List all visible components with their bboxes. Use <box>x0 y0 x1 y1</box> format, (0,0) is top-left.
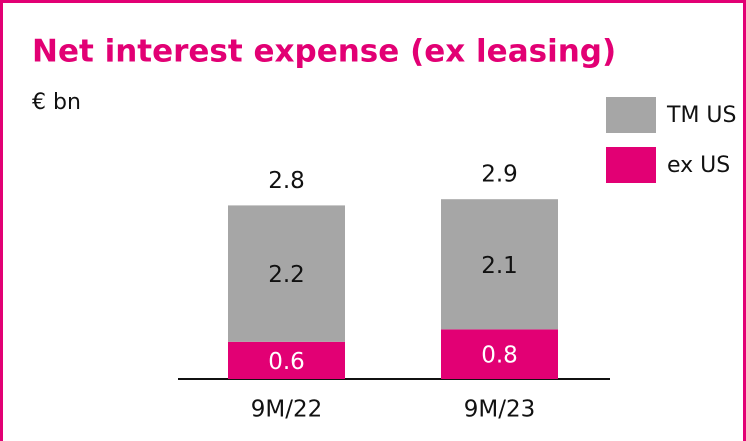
value-label: 0.6 <box>268 349 305 375</box>
legend-label: TM US <box>666 103 736 128</box>
bar-segment <box>228 341 345 379</box>
legend-swatch <box>606 97 656 133</box>
legend-label: ex US <box>667 153 730 178</box>
bar-segment <box>441 329 558 379</box>
value-label: 2.1 <box>481 253 518 279</box>
x-tick-label: 9M/22 <box>251 397 323 423</box>
chart-title: Net interest expense (ex leasing) <box>32 34 616 70</box>
legend-swatch <box>606 147 656 183</box>
chart-subtitle: € bn <box>32 90 81 115</box>
total-label: 2.9 <box>481 162 518 188</box>
total-label: 2.8 <box>268 168 305 194</box>
bar-segment <box>441 199 558 330</box>
value-label: 0.8 <box>481 343 518 369</box>
x-tick-label: 9M/23 <box>464 397 536 423</box>
bar-segment <box>228 205 345 342</box>
value-label: 2.2 <box>268 262 305 288</box>
